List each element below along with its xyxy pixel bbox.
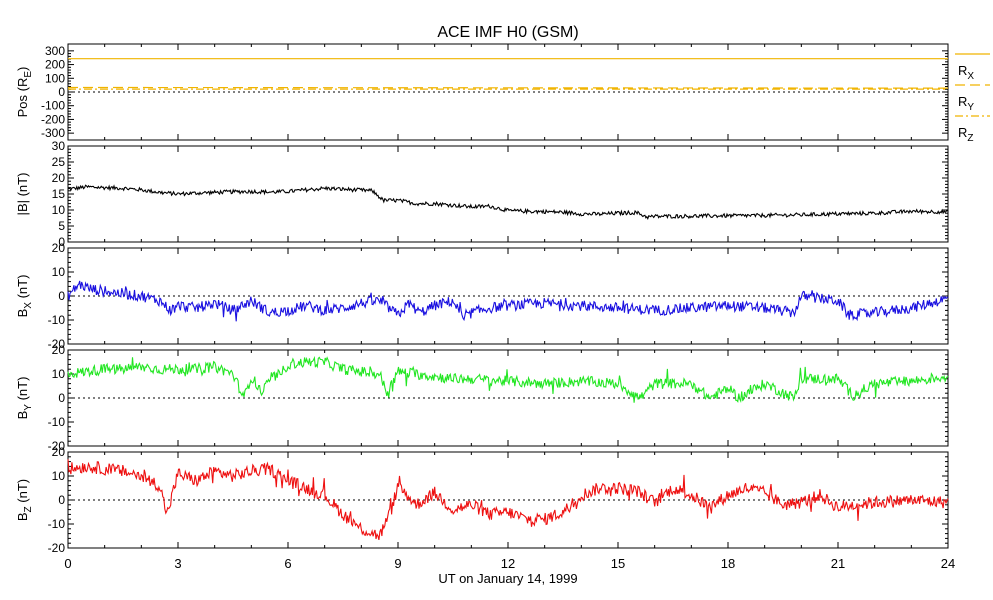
y-tick-label: -10 bbox=[48, 517, 66, 531]
x-tick-label: 3 bbox=[174, 556, 181, 571]
series-BY-line bbox=[67, 355, 949, 404]
y-axis-label-sub: E bbox=[23, 71, 34, 78]
y-tick-label: 10 bbox=[52, 203, 66, 217]
x-tick-label: 21 bbox=[831, 556, 845, 571]
y-tick-label: -10 bbox=[48, 415, 66, 429]
y-tick-label: -200 bbox=[41, 112, 65, 126]
y-tick-label: 0 bbox=[58, 289, 65, 303]
y-tick-label: 10 bbox=[52, 367, 66, 381]
y-tick-label: 10 bbox=[52, 265, 66, 279]
y-tick-label: 0 bbox=[58, 493, 65, 507]
legend-RX-label: RX bbox=[958, 63, 974, 82]
y-tick-label: 20 bbox=[52, 171, 66, 185]
legend-label-sub: X bbox=[967, 71, 974, 82]
y-tick-label: 0 bbox=[58, 391, 65, 405]
panel-bz: 20 10 0 -10 -20 BZ (nT) bbox=[15, 445, 949, 555]
y-tick-label: 0 bbox=[58, 235, 65, 249]
x-tick-label: 9 bbox=[394, 556, 401, 571]
y-axis-label-tail: (nT) bbox=[15, 275, 30, 302]
y-tick-label: -100 bbox=[41, 99, 65, 113]
y-axis-label-tail: (nT) bbox=[15, 377, 30, 404]
y-tick-label: -20 bbox=[48, 439, 66, 453]
y-axis-label: |B| (nT) bbox=[15, 173, 30, 216]
series-|B|-line bbox=[68, 184, 949, 220]
legend-RY-label: RY bbox=[958, 94, 974, 113]
x-tick-label: 15 bbox=[611, 556, 625, 571]
series-BX-line bbox=[67, 280, 949, 322]
legend-label-sub: Z bbox=[967, 133, 973, 144]
y-tick-label: 20 bbox=[52, 445, 66, 459]
legend-label-main: R bbox=[958, 94, 967, 109]
y-axis-label-sub: Y bbox=[23, 404, 34, 411]
y-axis-label-sub: Z bbox=[23, 506, 34, 512]
x-tick-label: 12 bbox=[501, 556, 515, 571]
y-tick-label: 20 bbox=[52, 343, 66, 357]
x-tick-label: 0 bbox=[64, 556, 71, 571]
y-tick-label: 300 bbox=[45, 44, 65, 58]
y-tick-label: -10 bbox=[48, 313, 66, 327]
panel-bx: 20 10 0 -10 -20 BX (nT) bbox=[15, 241, 949, 351]
y-axis-label-main: B bbox=[15, 411, 30, 420]
y-tick-label: -20 bbox=[48, 337, 66, 351]
y-axis-label: Pos (RE) bbox=[15, 67, 34, 118]
y-tick-label: 200 bbox=[45, 58, 65, 72]
x-tick-label: 18 bbox=[721, 556, 735, 571]
y-tick-label: 30 bbox=[52, 139, 66, 153]
panel-absb: 30 25 20 15 10 5 0 |B| (nT) bbox=[15, 139, 949, 249]
y-tick-label: 5 bbox=[58, 219, 65, 233]
y-axis-label: BX (nT) bbox=[15, 275, 34, 318]
y-axis-label-tail: ) bbox=[15, 67, 30, 71]
legend-label-main: R bbox=[958, 63, 967, 78]
y-tick-label: -20 bbox=[48, 541, 66, 555]
legend-RZ-label: RZ bbox=[958, 125, 974, 144]
panel-frame bbox=[67, 145, 949, 243]
legend-label-sub: Y bbox=[967, 102, 974, 113]
y-tick-label: 100 bbox=[45, 71, 65, 85]
x-tick-label: 24 bbox=[941, 556, 955, 571]
y-axis-label-main: B bbox=[15, 309, 30, 318]
panel-by: 20 10 0 -10 -20 BY (nT) bbox=[15, 343, 949, 453]
y-tick-label: 25 bbox=[52, 155, 66, 169]
y-axis-label: BZ (nT) bbox=[15, 479, 34, 521]
series-BZ-line bbox=[67, 459, 949, 541]
y-tick-label: -300 bbox=[41, 126, 65, 140]
chart-title: ACE IMF H0 (GSM) bbox=[437, 24, 578, 41]
y-tick-label: 20 bbox=[52, 241, 66, 255]
x-axis-tick-labels: 0 3 6 9 12 15 18 21 24 bbox=[64, 556, 955, 571]
legend-label-main: R bbox=[958, 125, 967, 140]
y-axis-label-main: B bbox=[15, 512, 30, 521]
y-axis-label: BY (nT) bbox=[15, 377, 34, 420]
y-tick-label: 0 bbox=[58, 85, 65, 99]
y-axis-label-main: Pos (R bbox=[15, 78, 30, 118]
y-tick-label: 15 bbox=[52, 187, 66, 201]
series-RY-line bbox=[67, 86, 949, 89]
x-axis-label: UT on January 14, 1999 bbox=[438, 571, 577, 586]
x-tick-label: 6 bbox=[284, 556, 291, 571]
y-tick-label: 10 bbox=[52, 469, 66, 483]
y-axis-label-sub: X bbox=[23, 302, 34, 309]
y-axis-label-tail: (nT) bbox=[15, 479, 30, 506]
